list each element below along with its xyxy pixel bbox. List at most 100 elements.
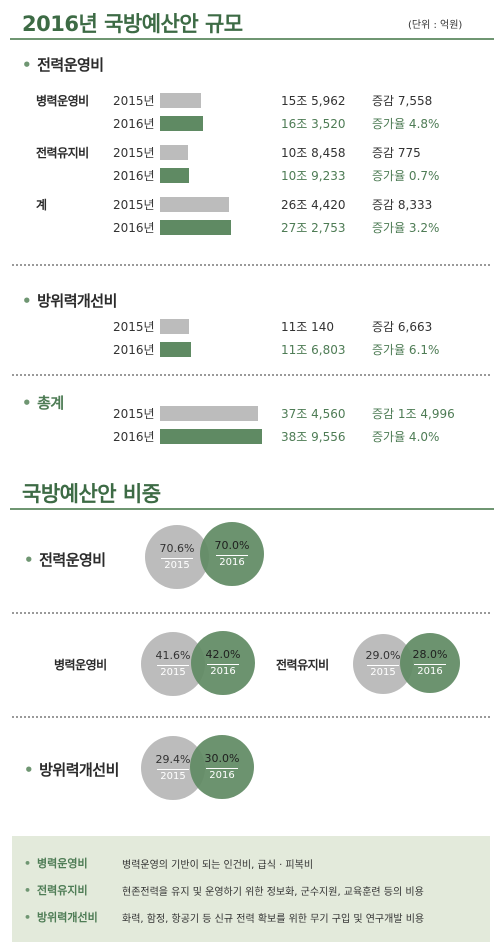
venn-graphic — [353, 633, 460, 694]
section-title-total: • 총계 — [22, 394, 64, 412]
amount-label: 10조 9,233 — [281, 169, 346, 183]
venn-series-label: • 전력운영비 — [24, 549, 106, 570]
venn-circle-2016 — [400, 633, 460, 693]
venn-underline — [207, 664, 239, 665]
venn-circle-2016 — [191, 631, 255, 695]
change-label: 증가율 0.7% — [372, 169, 440, 183]
venn-series-name: 전력운영비 — [39, 551, 106, 569]
venn-year-label: 2015 — [370, 667, 396, 678]
venn-underline — [367, 665, 399, 666]
bullet-icon: • — [24, 761, 34, 779]
venn-year-label: 2015 — [160, 771, 186, 782]
venn-year-label: 2016 — [417, 666, 443, 677]
amount-label: 11조 6,803 — [281, 343, 346, 357]
definition-term-text: 방위력개선비 — [37, 911, 98, 924]
bullet-icon: • — [24, 857, 32, 870]
budget-bar — [160, 342, 191, 357]
venn-underline — [161, 558, 193, 559]
budget-bar — [160, 197, 230, 212]
amount-label: 37조 4,560 — [281, 407, 346, 421]
venn-underline — [206, 768, 238, 769]
venn-percent-label: 42.0% — [205, 648, 241, 661]
venn-graphic — [141, 735, 254, 800]
year-label: 2015년 — [113, 146, 155, 160]
amount-label: 11조 140 — [281, 320, 335, 334]
venn-series-name: 방위력개선비 — [39, 761, 119, 779]
venn-series-name: 병력운영비 — [54, 658, 107, 672]
definition-term: • 병력운영비 — [24, 855, 88, 871]
change-label: 증가율 4.0% — [372, 430, 440, 444]
divider — [12, 264, 490, 266]
budget-bar — [160, 220, 232, 235]
venn-circle-2016 — [190, 735, 254, 799]
venn-percent-label: 29.4% — [155, 753, 191, 766]
bullet-icon: • — [24, 884, 32, 897]
venn-underline — [157, 769, 189, 770]
definition-term-text: 전력유지비 — [37, 884, 88, 897]
venn-percent-label: 28.0% — [412, 648, 448, 661]
year-label: 2015년 — [113, 320, 155, 334]
bullet-icon: • — [24, 551, 34, 569]
budget-bar — [160, 319, 189, 334]
budget-bar — [160, 429, 262, 444]
venn-underline — [414, 664, 446, 665]
page-title: 2016년 국방예산안 규모 — [22, 12, 243, 36]
change-label: 증가율 3.2% — [372, 221, 440, 235]
section-title-operating: • 전력운영비 — [22, 56, 104, 74]
change-label: 증감 1조 4,996 — [372, 407, 455, 421]
change-label: 증가율 4.8% — [372, 117, 440, 131]
venn-percent-label: 41.6% — [155, 649, 191, 662]
change-label: 증감 6,663 — [372, 320, 433, 334]
group-label: 계 — [36, 198, 47, 212]
year-label: 2016년 — [113, 169, 155, 183]
budget-bar — [160, 93, 201, 108]
change-label: 증감 775 — [372, 146, 421, 160]
venn-percent-label: 29.0% — [365, 649, 401, 662]
bullet-icon: • — [22, 292, 32, 310]
budget-bar — [160, 406, 259, 421]
year-label: 2016년 — [113, 430, 155, 444]
year-label: 2015년 — [113, 198, 155, 212]
venn-series-label: • 방위력개선비 — [24, 759, 119, 780]
definition-term-text: 병력운영비 — [37, 857, 88, 870]
year-label: 2015년 — [113, 94, 155, 108]
definition-text: 병력운영의 기반이 되는 인건비, 급식 · 피복비 — [122, 860, 314, 871]
venn-circle-2015 — [141, 632, 205, 696]
definition-term: • 전력유지비 — [24, 882, 88, 898]
year-label: 2016년 — [113, 117, 155, 131]
amount-label: 38조 9,556 — [281, 430, 346, 444]
year-label: 2016년 — [113, 221, 155, 235]
change-label: 증감 8,333 — [372, 198, 433, 212]
divider — [12, 716, 490, 718]
amount-label: 10조 8,458 — [281, 146, 346, 160]
definitions-box — [12, 836, 490, 942]
definition-text: 화력, 함정, 항공기 등 신규 전력 확보를 위한 무기 구입 및 연구개발 … — [122, 914, 425, 925]
unit-label: (단위 : 억원) — [408, 20, 463, 31]
venn-series-name: 전력유지비 — [276, 658, 329, 672]
amount-label: 15조 5,962 — [281, 94, 346, 108]
section-title-improvement: • 방위력개선비 — [22, 292, 117, 310]
budget-bar — [160, 116, 203, 131]
venn-year-label: 2015 — [164, 560, 190, 571]
ratio-venn-charts: • 전력운영비 70.6% 2015 70.0% 2016 병력운영비 41.6% 2015 42… — [24, 522, 460, 800]
venn-series-label: 전력유지비 — [276, 656, 329, 673]
bullet-icon: • — [22, 56, 32, 74]
venn-year-label: 2016 — [210, 666, 236, 677]
venn-year-label: 2016 — [219, 557, 245, 568]
venn-percent-label: 70.6% — [159, 542, 195, 555]
change-label: 증가율 6.1% — [372, 343, 440, 357]
group-label: 전력유지비 — [36, 146, 89, 160]
venn-underline — [216, 555, 248, 556]
title-rule — [10, 38, 494, 40]
year-label: 2016년 — [113, 343, 155, 357]
amount-label: 27조 2,753 — [281, 221, 346, 235]
venn-percent-label: 70.0% — [214, 539, 250, 552]
venn-circle-2015 — [353, 634, 413, 694]
year-label: 2015년 — [113, 407, 155, 421]
venn-graphic — [141, 631, 255, 696]
divider — [12, 612, 490, 614]
budget-bar — [160, 168, 189, 183]
venn-circle-2015 — [145, 525, 209, 589]
divider — [12, 374, 490, 376]
